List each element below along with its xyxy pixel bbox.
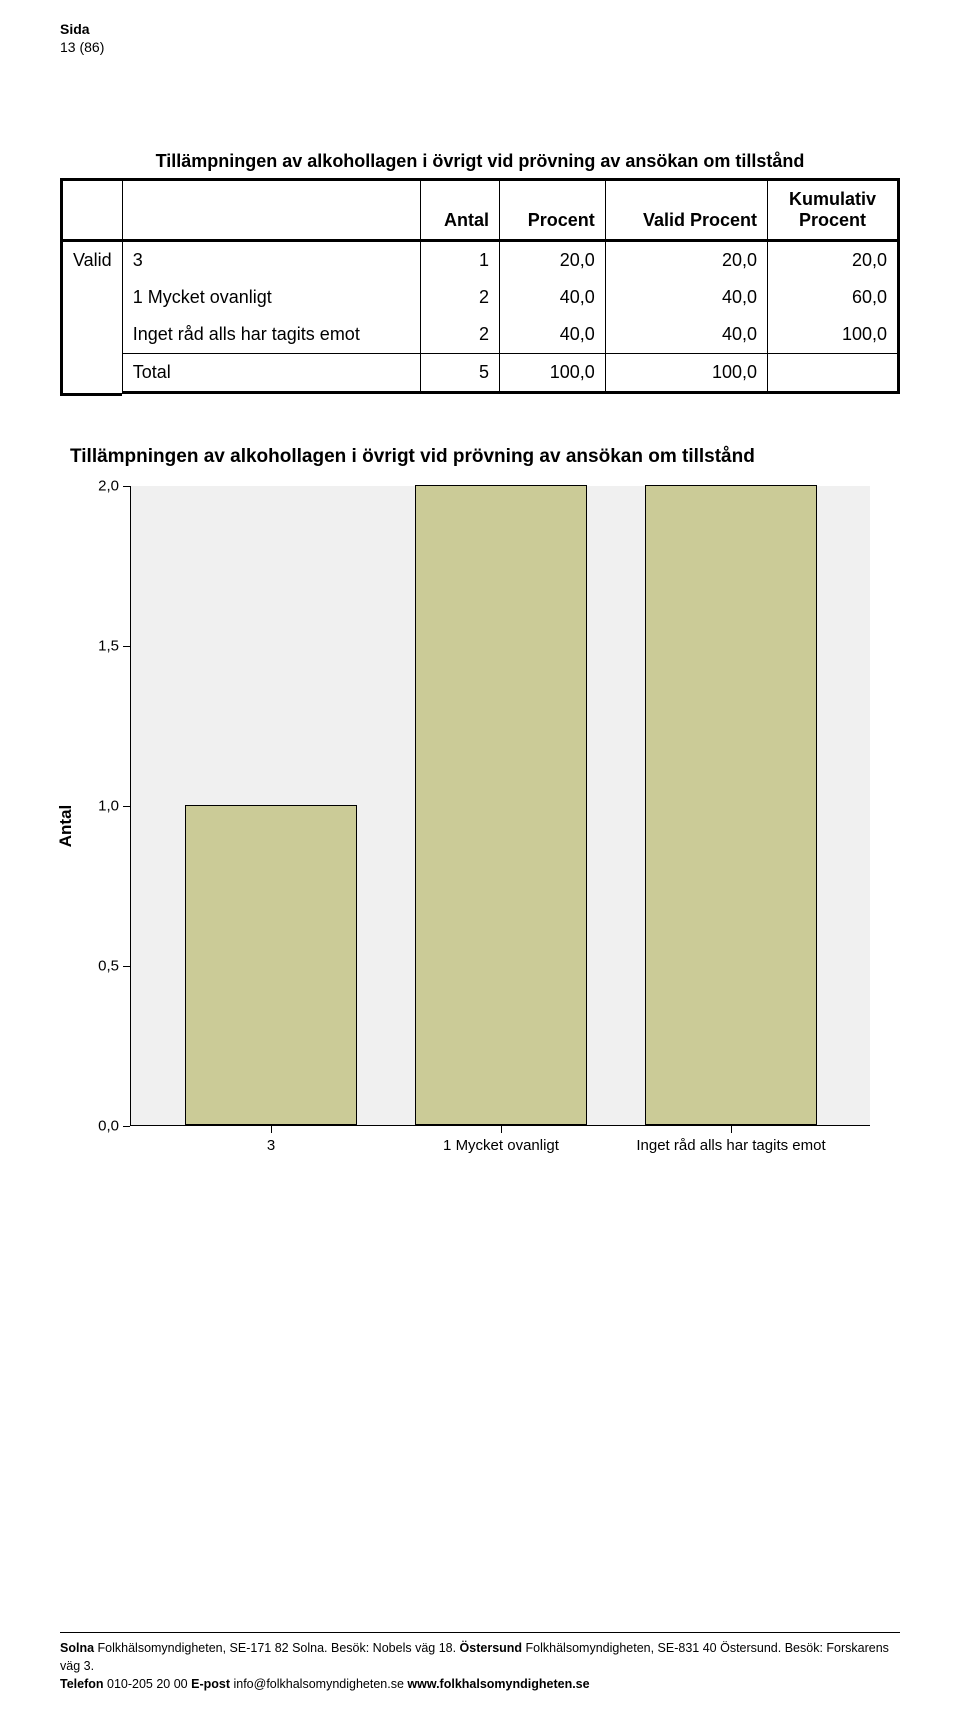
x-tick-label: 3: [267, 1137, 275, 1154]
sida-label: Sida: [60, 20, 900, 38]
row-procent: 40,0: [500, 316, 606, 354]
col-valid-procent: Valid Procent: [605, 180, 767, 241]
x-tick: [271, 1126, 272, 1133]
row-valid-procent: 40,0: [605, 316, 767, 354]
row-kum: 20,0: [768, 241, 899, 280]
y-tick: [123, 1126, 130, 1127]
y-axis-label: Antal: [56, 805, 76, 848]
footer-text: 010-205 20 00: [104, 1677, 192, 1691]
total-procent: 100,0: [500, 354, 606, 393]
footer-solna-label: Solna: [60, 1641, 94, 1655]
col-kumulativ-bottom: Procent: [768, 210, 899, 241]
footer-url: www.folkhalsomyndigheten.se: [407, 1677, 589, 1691]
frequency-table-section: Tillämpningen av alkohollagen i övrigt v…: [60, 151, 900, 396]
bar: [415, 485, 587, 1125]
table-row: Inget råd alls har tagits emot 2 40,0 40…: [62, 316, 899, 354]
footer-text: Folkhälsomyndigheten, SE-171 82 Solna. B…: [94, 1641, 460, 1655]
row-label: Inget råd alls har tagits emot: [122, 316, 420, 354]
x-tick: [731, 1126, 732, 1133]
y-tick-label: 0,0: [98, 1117, 119, 1134]
bar-chart-section: Tillämpningen av alkohollagen i övrigt v…: [60, 446, 900, 1176]
y-tick: [123, 966, 130, 967]
footer-epost-label: E-post: [191, 1677, 230, 1691]
row-antal: 1: [420, 241, 499, 280]
page: Sida 13 (86) Tillämpningen av alkohollag…: [0, 0, 960, 1723]
row-label: 3: [122, 241, 420, 280]
row-procent: 40,0: [500, 279, 606, 316]
x-tick: [501, 1126, 502, 1133]
total-kum: [768, 354, 899, 393]
total-valid-procent: 100,0: [605, 354, 767, 393]
row-antal: 2: [420, 316, 499, 354]
footer-text: info@folkhalsomyndigheten.se: [230, 1677, 407, 1691]
total-label: Total: [122, 354, 420, 393]
col-antal: Antal: [420, 180, 499, 241]
footer-line-1: Solna Folkhälsomyndigheten, SE-171 82 So…: [60, 1639, 900, 1675]
row-valid-procent: 40,0: [605, 279, 767, 316]
table-row: 1 Mycket ovanligt 2 40,0 40,0 60,0: [62, 279, 899, 316]
table-title: Tillämpningen av alkohollagen i övrigt v…: [60, 151, 900, 172]
valid-label: Valid: [62, 241, 123, 393]
footer-line-2: Telefon 010-205 20 00 E-post info@folkha…: [60, 1675, 900, 1693]
page-number: 13 (86): [60, 38, 900, 56]
x-tick-label: 1 Mycket ovanligt: [443, 1137, 559, 1154]
y-tick: [123, 646, 130, 647]
row-antal: 2: [420, 279, 499, 316]
col-procent: Procent: [500, 180, 606, 241]
y-tick-label: 1,0: [98, 797, 119, 814]
y-tick-label: 1,5: [98, 637, 119, 654]
frequency-table: Antal Procent Valid Procent Kumulativ Pr…: [60, 178, 900, 396]
x-tick-label: Inget råd alls har tagits emot: [636, 1137, 825, 1154]
row-procent: 20,0: [500, 241, 606, 280]
row-label: 1 Mycket ovanligt: [122, 279, 420, 316]
row-kum: 60,0: [768, 279, 899, 316]
table-total-row: Total 5 100,0 100,0: [62, 354, 899, 393]
bar-chart: Antal 0,00,51,01,52,031 Mycket ovanligtI…: [60, 476, 880, 1176]
col-kumulativ-top: Kumulativ: [768, 180, 899, 211]
table-row: Valid 3 1 20,0 20,0 20,0: [62, 241, 899, 280]
y-tick-label: 2,0: [98, 477, 119, 494]
bar: [645, 485, 817, 1125]
bar: [185, 805, 357, 1125]
row-valid-procent: 20,0: [605, 241, 767, 280]
y-tick-label: 0,5: [98, 957, 119, 974]
total-antal: 5: [420, 354, 499, 393]
plot-area: 0,00,51,01,52,031 Mycket ovanligtInget r…: [130, 486, 870, 1126]
col-blank-2: [122, 180, 420, 241]
col-blank-1: [62, 180, 123, 241]
footer-ostersund-label: Östersund: [460, 1641, 523, 1655]
y-tick: [123, 486, 130, 487]
y-tick: [123, 806, 130, 807]
row-kum: 100,0: [768, 316, 899, 354]
page-footer: Solna Folkhälsomyndigheten, SE-171 82 So…: [60, 1632, 900, 1693]
chart-title: Tillämpningen av alkohollagen i övrigt v…: [70, 446, 900, 468]
footer-telefon-label: Telefon: [60, 1677, 104, 1691]
